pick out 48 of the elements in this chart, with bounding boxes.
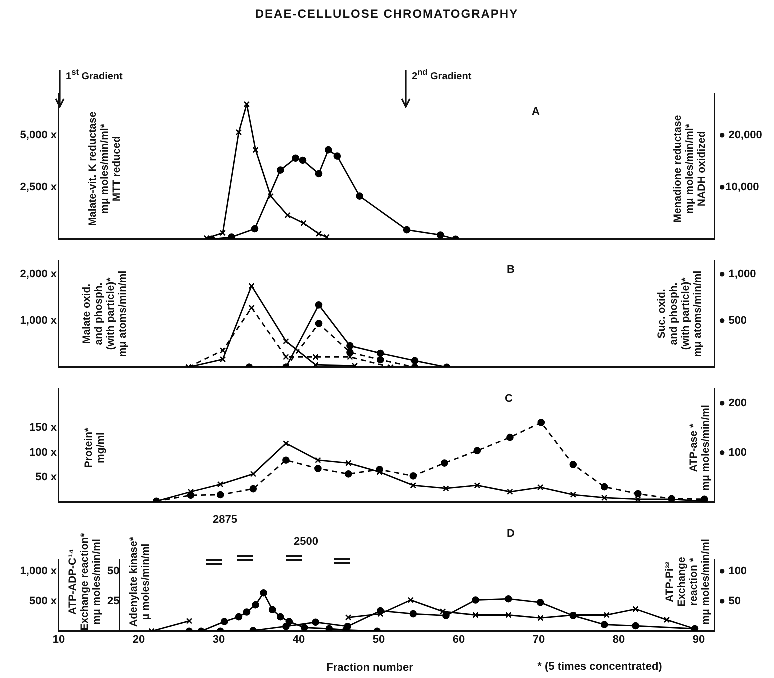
- y-tick-label: 100 x: [29, 446, 58, 459]
- text: * (5 times concentrated): [538, 661, 662, 674]
- y2-axis-title: Menadione reductase mμ moles/min/ml* NADH oxidized: [672, 114, 708, 222]
- x-tick-label: 30: [212, 634, 226, 646]
- x-tick-label: 60: [452, 634, 466, 646]
- text: D: [507, 528, 515, 541]
- chart-title: DEAE-CELLULOSE CHROMATOGRAPHY: [254, 7, 520, 22]
- annotation: C: [505, 393, 513, 406]
- y-axis-title: ATP-ADP-C¹⁴ Exchange reaction* mμ moles/min/ml: [66, 532, 104, 630]
- y2-tick-label: ● 50: [719, 596, 741, 608]
- x-tick-label: 70: [532, 634, 546, 646]
- x-tick-label: 10: [52, 634, 66, 646]
- text: 2500: [294, 536, 318, 549]
- y2-axis-title: ATP-ase * mμ moles/min/ml: [688, 404, 712, 490]
- x-axis-title: Fraction number: [326, 662, 414, 675]
- y2-tick-label: ● 500: [719, 314, 748, 327]
- y2-tick-label: ● 100: [719, 446, 748, 459]
- y-tick-label: 150 x: [29, 422, 58, 434]
- x-tick-label: 80: [612, 634, 626, 646]
- y-tick-label: 5,000 x: [20, 130, 58, 142]
- y3-axis-title: Adenylate kinase* μ moles/min/ml: [128, 536, 152, 626]
- y2-tick-label: ●10,000: [719, 182, 760, 194]
- annotation: A: [532, 106, 540, 119]
- y-tick-label: 2,000 x: [20, 268, 58, 281]
- y2-axis-title: ATP-Pi³² Exchange reaction * mμ moles/min/ml: [664, 538, 712, 624]
- y3-tick-label: 50: [108, 566, 120, 578]
- text: 1$^{st}$ Gradient: [66, 67, 123, 83]
- y2-tick-label: ● 200: [719, 397, 748, 410]
- y-axis-title: Protein* mg/ml: [82, 427, 108, 468]
- y-tick-label: 1,000 x: [20, 566, 58, 578]
- y2-tick-label: ● 100: [719, 566, 748, 578]
- y-tick-label: 500 x: [29, 596, 58, 608]
- text: 2$^{nd}$ Gradient: [412, 67, 472, 83]
- y2-axis-title: Suc. oxid. and phosph. (with particle)* mμ atoms/min/ml: [656, 270, 704, 357]
- x-tick-label: 40: [292, 634, 306, 646]
- x-tick-label: 50: [372, 634, 386, 646]
- y2-tick-label: ● 1,000: [719, 268, 756, 281]
- annotation: B: [507, 264, 515, 277]
- y-tick-label: 50 x: [36, 472, 58, 484]
- y-tick-label: 2,500 x: [20, 182, 58, 194]
- y2-tick-label: ● 20,000: [719, 130, 762, 142]
- y3-tick-label: 25: [108, 596, 120, 608]
- y-tick-label: 1,000 x: [20, 314, 58, 327]
- text: 2875: [213, 514, 238, 527]
- y-axis-title: Malate oxid. and phosph. (with particle)* mμ atoms/min/ml: [80, 270, 130, 357]
- x-tick-label: 90: [692, 634, 706, 646]
- y-axis-title: Malate-vit. K reductase mμ moles/min/ml* MTT reduced: [86, 111, 124, 226]
- x-tick-label: 20: [132, 634, 146, 646]
